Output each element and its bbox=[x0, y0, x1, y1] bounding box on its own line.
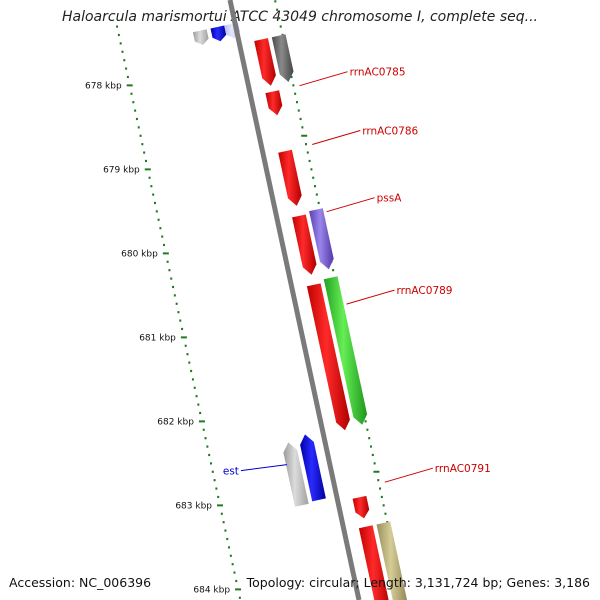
gene-label-leader bbox=[299, 71, 348, 87]
map-title: Haloarcula marismortui ATCC 43049 chromo… bbox=[62, 9, 538, 25]
gene-feature[interactable] bbox=[210, 25, 227, 42]
gene-feature[interactable] bbox=[278, 149, 302, 206]
gene-feature[interactable] bbox=[292, 214, 317, 275]
tick-marks: 678 kbp 679 kbp 680 kbp 681 kbp 682 kbp 683 k… bbox=[85, 0, 403, 599]
chromosome-backbone bbox=[227, 0, 362, 600]
tick-label: 682 kbp bbox=[157, 417, 194, 427]
gene-label-leader bbox=[312, 130, 361, 145]
gene-feature[interactable] bbox=[283, 442, 309, 507]
gene-features bbox=[192, 22, 409, 600]
gene-feature[interactable] bbox=[352, 495, 370, 519]
gene-feature[interactable] bbox=[271, 34, 294, 82]
tick-label: 679 kbp bbox=[103, 165, 140, 175]
gene-feature[interactable] bbox=[323, 276, 368, 425]
gene-label-leader bbox=[240, 464, 287, 472]
gene-feature[interactable] bbox=[254, 38, 276, 86]
topology-text: Topology: circular; Length: 3,131,724 bp… bbox=[246, 575, 590, 590]
gene-feature[interactable] bbox=[192, 29, 209, 45]
gene-label[interactable]: rrnAC0786 bbox=[362, 125, 418, 137]
accession-text: Accession: NC_006396 bbox=[9, 575, 152, 590]
gene-label-leader bbox=[326, 197, 375, 213]
gene-label[interactable]: rrnAC0785 bbox=[350, 67, 406, 79]
tick-label: 684 kbp bbox=[193, 585, 230, 595]
tick-label: 681 kbp bbox=[139, 333, 176, 343]
gene-feature[interactable] bbox=[309, 208, 334, 270]
gene-labels: rrnAC0785 rrnAC0786 pssA rrnAC0789 est rrnAC0… bbox=[223, 67, 491, 483]
gene-feature[interactable] bbox=[306, 283, 350, 431]
gene-label-leader bbox=[346, 289, 395, 305]
gene-feature[interactable] bbox=[265, 90, 283, 116]
gene-label[interactable]: rrnAC0791 bbox=[435, 463, 491, 475]
gene-label-leader bbox=[384, 467, 433, 483]
gene-feature[interactable] bbox=[300, 434, 326, 502]
tick-label: 683 kbp bbox=[175, 501, 212, 511]
tick-label: 678 kbp bbox=[85, 81, 122, 91]
gene-label[interactable]: est bbox=[223, 466, 239, 478]
gene-label[interactable]: pssA bbox=[377, 193, 403, 205]
gene-label[interactable]: rrnAC0789 bbox=[397, 285, 453, 297]
tick-label: 680 kbp bbox=[121, 249, 158, 259]
gene-feature[interactable] bbox=[376, 521, 409, 600]
gene-feature[interactable] bbox=[358, 525, 391, 600]
